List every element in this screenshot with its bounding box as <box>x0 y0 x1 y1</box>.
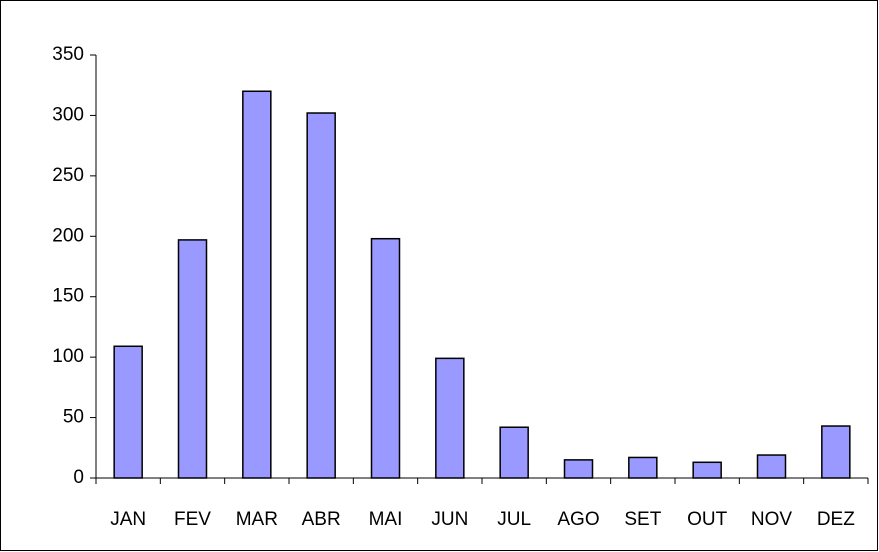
x-tick-label: MAI <box>369 509 403 530</box>
bar <box>692 461 722 479</box>
y-tick-label: 200 <box>52 225 84 246</box>
bar <box>628 456 658 479</box>
y-tick-label: 350 <box>52 44 84 65</box>
x-tick-label: MAR <box>236 509 278 530</box>
bar <box>821 425 851 479</box>
bar <box>370 237 401 479</box>
bar <box>563 459 594 479</box>
y-tick-label: 300 <box>52 104 84 125</box>
bar <box>113 345 143 479</box>
x-tick-label: FEV <box>174 509 211 530</box>
y-tick-label: 250 <box>52 165 84 186</box>
y-tick-label: 150 <box>52 286 84 307</box>
x-tick-label: SET <box>624 509 661 530</box>
x-tick-label: AGO <box>557 509 599 530</box>
x-tick-label: DEZ <box>817 509 855 530</box>
x-tick-label: JAN <box>110 509 146 530</box>
bar <box>306 112 336 479</box>
bar <box>756 454 787 479</box>
bar <box>499 426 529 479</box>
bar <box>177 239 208 479</box>
x-tick-label: NOV <box>751 509 793 530</box>
x-tick-label: JUN <box>431 509 468 530</box>
x-tick-label: ABR <box>302 509 341 530</box>
bar <box>242 90 272 479</box>
bar <box>435 357 465 479</box>
y-tick-label: 100 <box>52 346 84 367</box>
y-tick-label: 50 <box>63 407 84 428</box>
x-tick-label: JUL <box>497 509 531 530</box>
x-tick-label: OUT <box>687 509 728 530</box>
y-tick-label: 0 <box>73 467 84 488</box>
